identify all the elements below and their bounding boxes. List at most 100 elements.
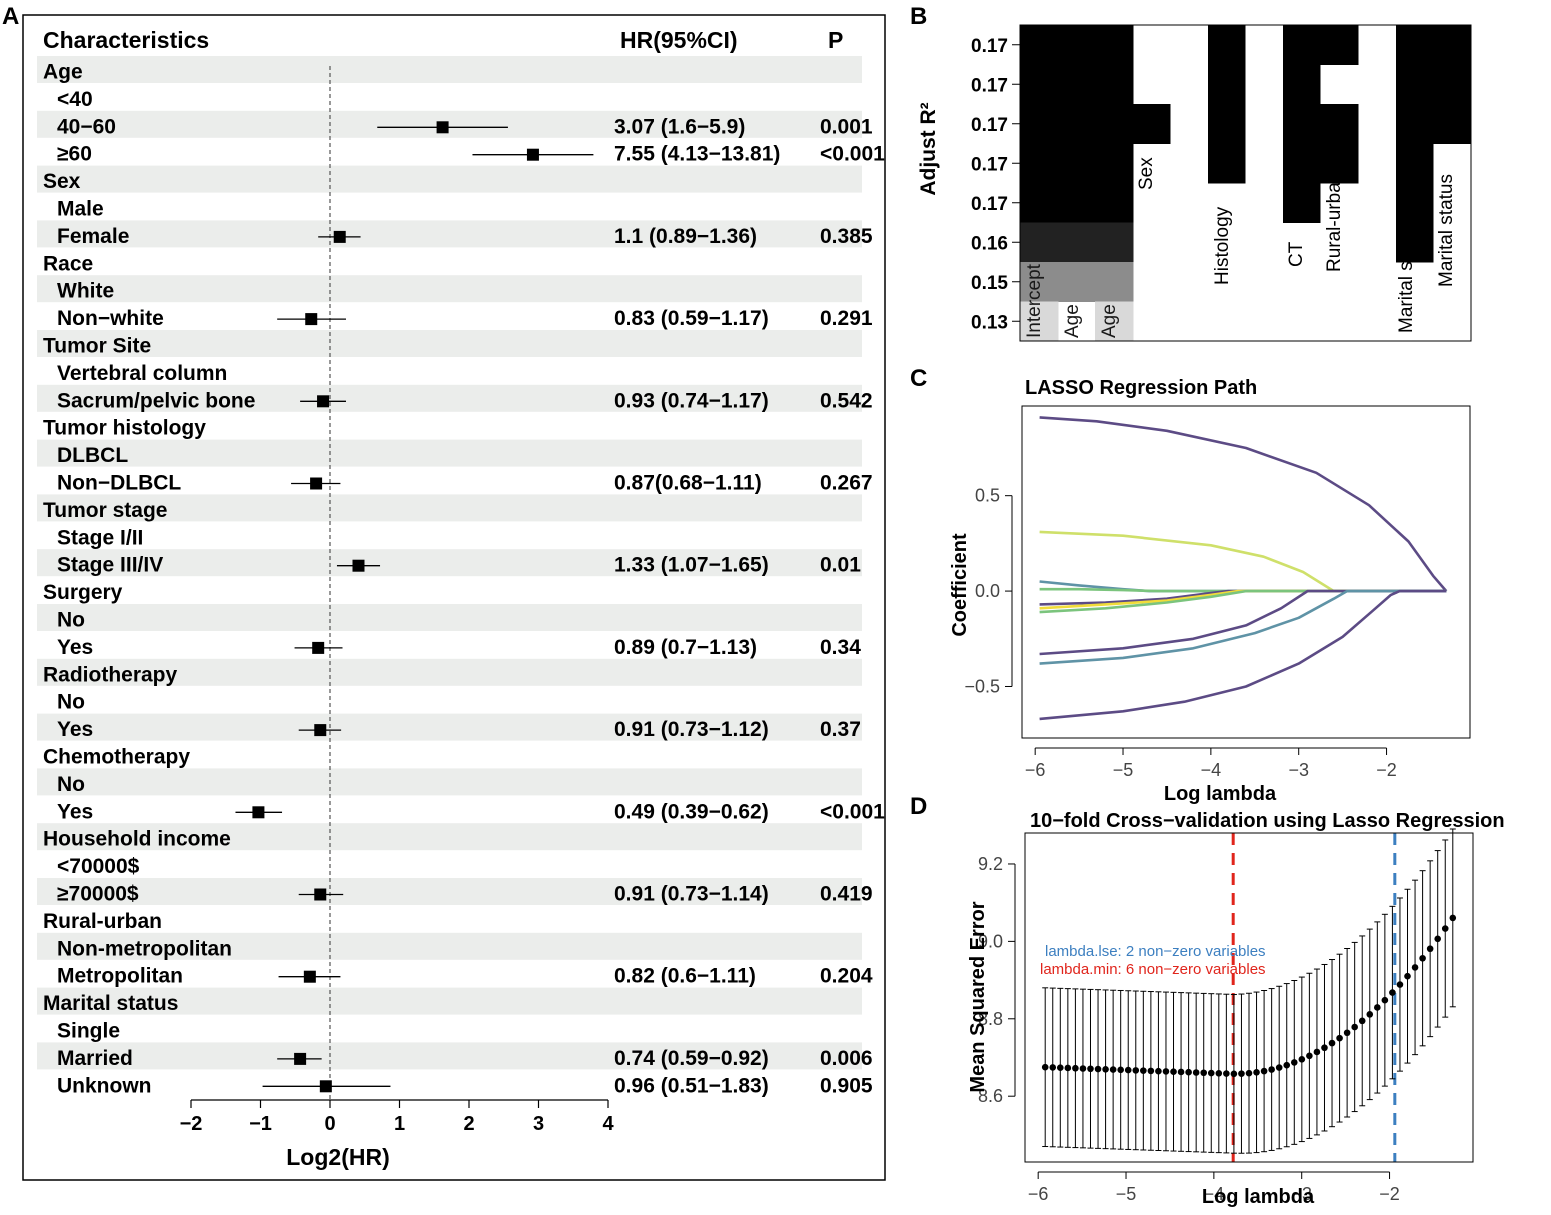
p-value: 0.385 xyxy=(820,225,873,248)
x-tick-label: −6 xyxy=(1028,1184,1049,1204)
row-label: <40 xyxy=(57,88,93,111)
heatmap-cell xyxy=(1433,64,1472,105)
group-label: Tumor Site xyxy=(43,335,151,358)
x-tick-label: −3 xyxy=(1288,760,1309,780)
hr-point xyxy=(333,230,346,243)
cv-mse-point xyxy=(1094,1065,1102,1073)
forest-x-label: Log2(HR) xyxy=(286,1144,389,1170)
header-hr: HR(95%CI) xyxy=(620,27,738,53)
heatmap-cell xyxy=(1020,222,1059,263)
panel-label-b: B xyxy=(910,3,927,30)
cv-mse-point xyxy=(1207,1069,1215,1077)
x-tick-label: −2 xyxy=(1379,1184,1400,1204)
group-label: Radiotherapy xyxy=(43,663,178,686)
hr-point xyxy=(436,121,449,134)
group-label: Age xyxy=(43,61,83,84)
group-label: Tumor histology xyxy=(43,417,206,440)
hr-value: 0.96 (0.51−1.83) xyxy=(614,1074,769,1097)
heatmap-y-tick-label: 0.17 xyxy=(971,194,1008,215)
heatmap-cell xyxy=(1058,104,1096,144)
heatmap-variable-label: Age xyxy=(1062,304,1083,338)
hr-point xyxy=(314,724,327,737)
hr-point xyxy=(294,1052,307,1065)
heatmap-cell xyxy=(1095,104,1134,144)
cv-mse-point xyxy=(1124,1066,1132,1074)
forest-row-bands xyxy=(37,56,862,1070)
adjusted-r2-heatmap: 0.17 0.17 0.17 0.17 0.17 0.16 0.15 0.13 Adjust … xyxy=(917,24,1472,342)
cv-mse-point xyxy=(1162,1068,1170,1075)
row-label: Non−white xyxy=(57,307,164,330)
row-label: ≥60 xyxy=(57,143,92,166)
cv-title: 10−fold Cross−validation using Lasso Reg… xyxy=(1030,810,1505,832)
cv-mse-point xyxy=(1396,981,1404,988)
cv-mse-point xyxy=(1358,1017,1366,1025)
hr-point xyxy=(303,970,316,983)
cv-mse-point xyxy=(1223,1070,1230,1077)
hr-value: 0.93 (0.74−1.17) xyxy=(614,389,769,412)
cv-mse-point xyxy=(1404,972,1411,980)
cv-mse-point xyxy=(1253,1069,1260,1076)
hr-value: 0.74 (0.59−0.92) xyxy=(614,1047,769,1070)
lasso-title: LASSO Regression Path xyxy=(1025,377,1257,399)
row-band xyxy=(37,658,862,686)
heatmap-y-tick-label: 0.13 xyxy=(971,312,1008,333)
panel-label-a: A xyxy=(2,3,19,30)
heatmap-cell xyxy=(1095,64,1134,105)
p-value: 0.905 xyxy=(820,1074,873,1097)
row-label: Unknown xyxy=(57,1074,152,1097)
group-label: Sex xyxy=(43,170,81,193)
cv-mse-point xyxy=(1260,1067,1268,1075)
hr-point xyxy=(526,148,539,161)
cv-mse-point xyxy=(1041,1063,1049,1071)
x-tick-label: −2 xyxy=(1376,760,1397,780)
p-value: 0.001 xyxy=(820,115,873,138)
cv-mse-point xyxy=(1419,954,1426,962)
heatmap-y-label: Adjust R² xyxy=(917,102,940,195)
x-tick-label: 2 xyxy=(463,1113,474,1135)
cv-mse-point xyxy=(1132,1067,1140,1074)
heatmap-cell xyxy=(1208,64,1246,105)
cv-mse-point xyxy=(1087,1065,1094,1073)
p-value: <0.001 xyxy=(820,800,885,823)
cv-mse-point xyxy=(1306,1052,1313,1060)
row-label: Female xyxy=(57,225,129,248)
group-label: Race xyxy=(43,252,93,275)
heatmap-cell xyxy=(1320,104,1359,144)
row-label: No xyxy=(57,691,85,714)
heatmap-cell xyxy=(1058,183,1096,223)
cv-mse-point xyxy=(1343,1029,1351,1037)
cv-mse-point xyxy=(1389,989,1396,996)
cv-mse-point xyxy=(1155,1067,1162,1075)
p-value: 0.37 xyxy=(820,718,861,741)
row-band xyxy=(37,932,862,960)
cv-axes: −6 −5 −4 −3 −2 8.6 8.8 9.0 9.2 xyxy=(978,854,1400,1204)
row-label: Yes xyxy=(57,718,93,741)
cv-mse-point xyxy=(1426,945,1434,953)
cv-mse-point xyxy=(1434,935,1441,943)
p-value: 0.006 xyxy=(820,1047,873,1070)
heatmap-cell xyxy=(1396,64,1434,105)
heatmap-cell xyxy=(1208,104,1246,144)
heatmap-cell xyxy=(1095,262,1134,302)
heatmap-cell xyxy=(1208,25,1246,65)
cv-mse-point xyxy=(1147,1067,1155,1075)
x-tick-label: −2 xyxy=(180,1113,203,1135)
lasso-series xyxy=(1039,416,1448,721)
cv-x-label: Log lambda xyxy=(1202,1186,1315,1208)
row-label: Vertebral column xyxy=(57,362,227,385)
cv-mse-point xyxy=(1381,996,1389,1004)
y-tick-label: 0.0 xyxy=(975,581,1000,601)
heatmap-variable-label: CT xyxy=(1286,241,1307,267)
group-label: Tumor stage xyxy=(43,499,167,522)
forest-frame xyxy=(22,14,886,1181)
row-label: Non−DLBCL xyxy=(57,472,181,495)
row-band xyxy=(37,384,862,412)
heatmap-cell xyxy=(1020,262,1059,302)
hr-value: 1.1 (0.89−1.36) xyxy=(614,225,757,248)
cv-mse-point xyxy=(1215,1069,1223,1077)
forest-x-axis: −2 −1 0 1 2 3 4 xyxy=(180,1099,614,1135)
row-label: Male xyxy=(57,198,104,221)
heatmap-cell xyxy=(1208,143,1246,184)
row-band xyxy=(37,987,862,1015)
hr-value: 0.89 (0.7−1.13) xyxy=(614,636,757,659)
